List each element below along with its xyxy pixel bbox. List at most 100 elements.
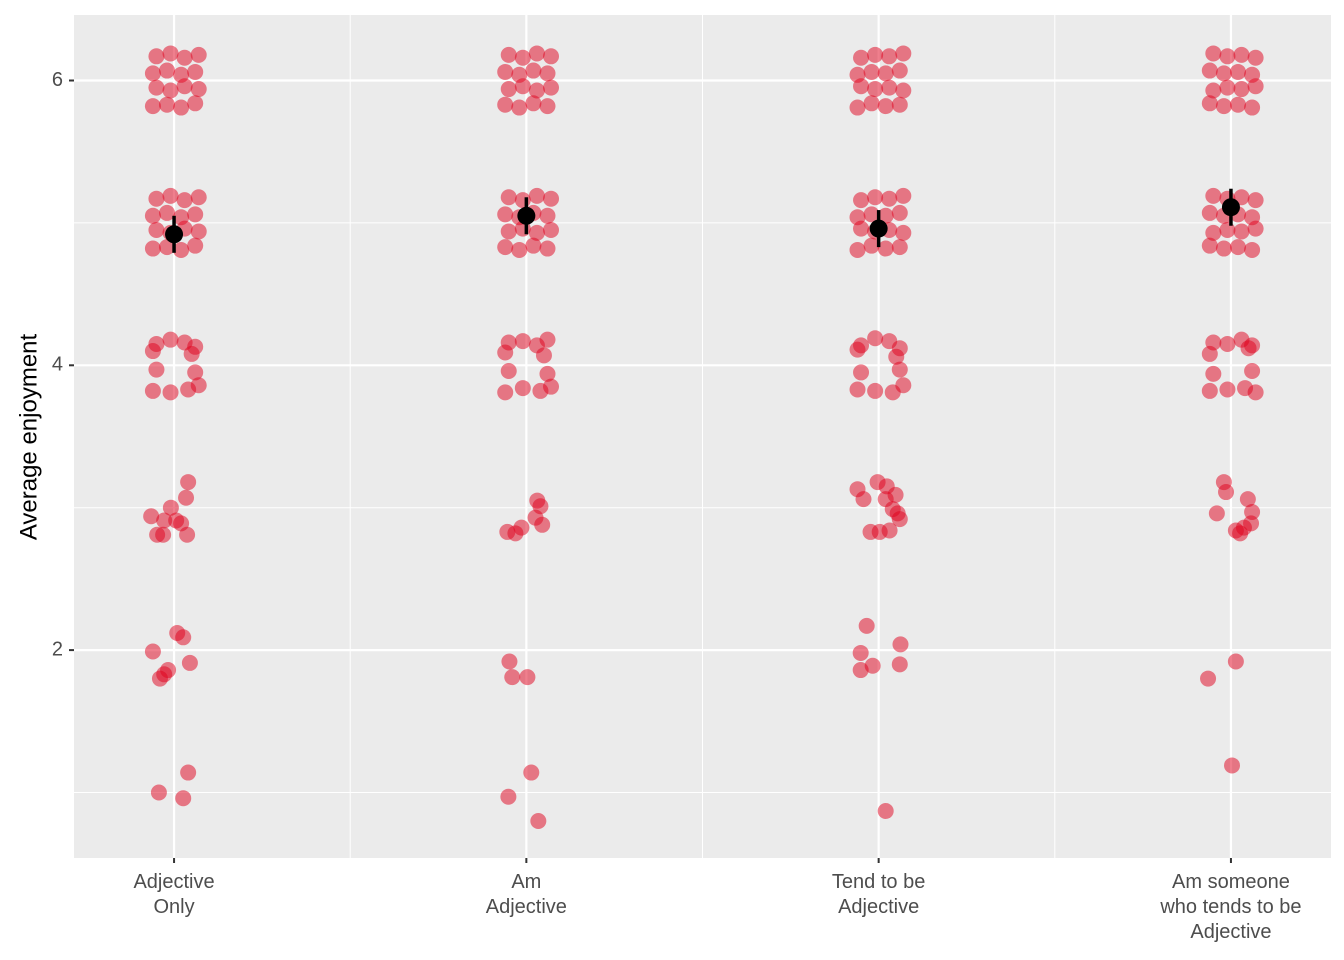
point — [1218, 484, 1235, 501]
point — [881, 48, 898, 65]
point — [1205, 82, 1222, 99]
point — [1247, 49, 1264, 66]
point — [1205, 334, 1222, 351]
point — [155, 526, 172, 543]
point — [895, 187, 912, 204]
point — [181, 654, 198, 671]
point — [504, 669, 521, 686]
point — [514, 49, 531, 66]
point — [849, 209, 866, 226]
point — [891, 96, 908, 113]
point — [853, 364, 870, 381]
point — [849, 241, 866, 258]
point — [151, 670, 168, 687]
point — [877, 803, 894, 820]
point — [179, 526, 196, 543]
mean-point — [1221, 198, 1240, 217]
y-tick-label: 2 — [52, 638, 63, 660]
point — [895, 377, 912, 394]
point — [190, 189, 207, 206]
point — [1219, 79, 1236, 96]
point — [1219, 48, 1236, 65]
point — [1201, 95, 1218, 112]
point — [190, 46, 207, 63]
point — [543, 222, 560, 239]
point — [148, 190, 165, 207]
point — [162, 331, 179, 348]
point — [514, 380, 531, 397]
point — [1235, 519, 1252, 536]
point — [539, 207, 556, 224]
point — [514, 333, 531, 350]
point — [187, 95, 204, 112]
point — [539, 65, 556, 82]
point — [1201, 382, 1218, 399]
point — [877, 240, 894, 257]
point — [891, 340, 908, 357]
point — [148, 79, 165, 96]
point — [543, 79, 560, 96]
point — [530, 812, 547, 829]
mean-point — [165, 225, 184, 244]
mean-point — [517, 206, 536, 225]
point — [891, 656, 908, 673]
point — [887, 486, 904, 503]
point — [1208, 505, 1225, 522]
point — [162, 187, 179, 204]
point — [1229, 239, 1246, 256]
point — [895, 45, 912, 62]
point — [1205, 45, 1222, 62]
point — [500, 223, 517, 240]
mean-point — [869, 219, 888, 238]
point — [1244, 99, 1261, 116]
point — [511, 99, 528, 116]
point — [877, 98, 894, 115]
point — [881, 522, 898, 539]
point — [1244, 241, 1261, 258]
point — [889, 505, 906, 522]
point — [881, 190, 898, 207]
point — [1219, 335, 1236, 352]
point — [543, 48, 560, 65]
point — [511, 66, 528, 83]
point — [891, 204, 908, 221]
point — [173, 209, 190, 226]
x-tick-label: Tend to be Adjective — [831, 871, 926, 918]
point — [1205, 224, 1222, 241]
point — [162, 384, 179, 401]
point — [519, 669, 536, 686]
point — [497, 384, 514, 401]
point — [180, 764, 197, 781]
point — [162, 45, 179, 62]
point — [1233, 81, 1250, 98]
point — [853, 337, 870, 354]
point — [543, 190, 560, 207]
point — [867, 46, 884, 63]
point — [523, 764, 540, 781]
point — [501, 653, 518, 670]
point — [497, 63, 514, 80]
point — [159, 239, 176, 256]
point — [513, 519, 530, 536]
point — [159, 204, 176, 221]
point — [1201, 62, 1218, 79]
point — [528, 187, 545, 204]
point — [175, 629, 192, 646]
point — [863, 206, 880, 223]
point — [190, 377, 207, 394]
point — [1229, 63, 1246, 80]
point — [881, 79, 898, 96]
point — [1215, 240, 1232, 257]
x-tick-label: Am Adjective — [485, 871, 567, 918]
point — [176, 49, 193, 66]
point — [867, 382, 884, 399]
point — [852, 644, 869, 661]
point — [511, 241, 528, 258]
point — [534, 516, 551, 533]
point — [877, 207, 894, 224]
x-tick-label: Am someone who tends to be Adjective — [1160, 871, 1302, 943]
point — [1244, 337, 1261, 354]
y-axis-title: Average enjoyment — [15, 333, 42, 540]
point — [1244, 209, 1261, 226]
point — [891, 62, 908, 79]
